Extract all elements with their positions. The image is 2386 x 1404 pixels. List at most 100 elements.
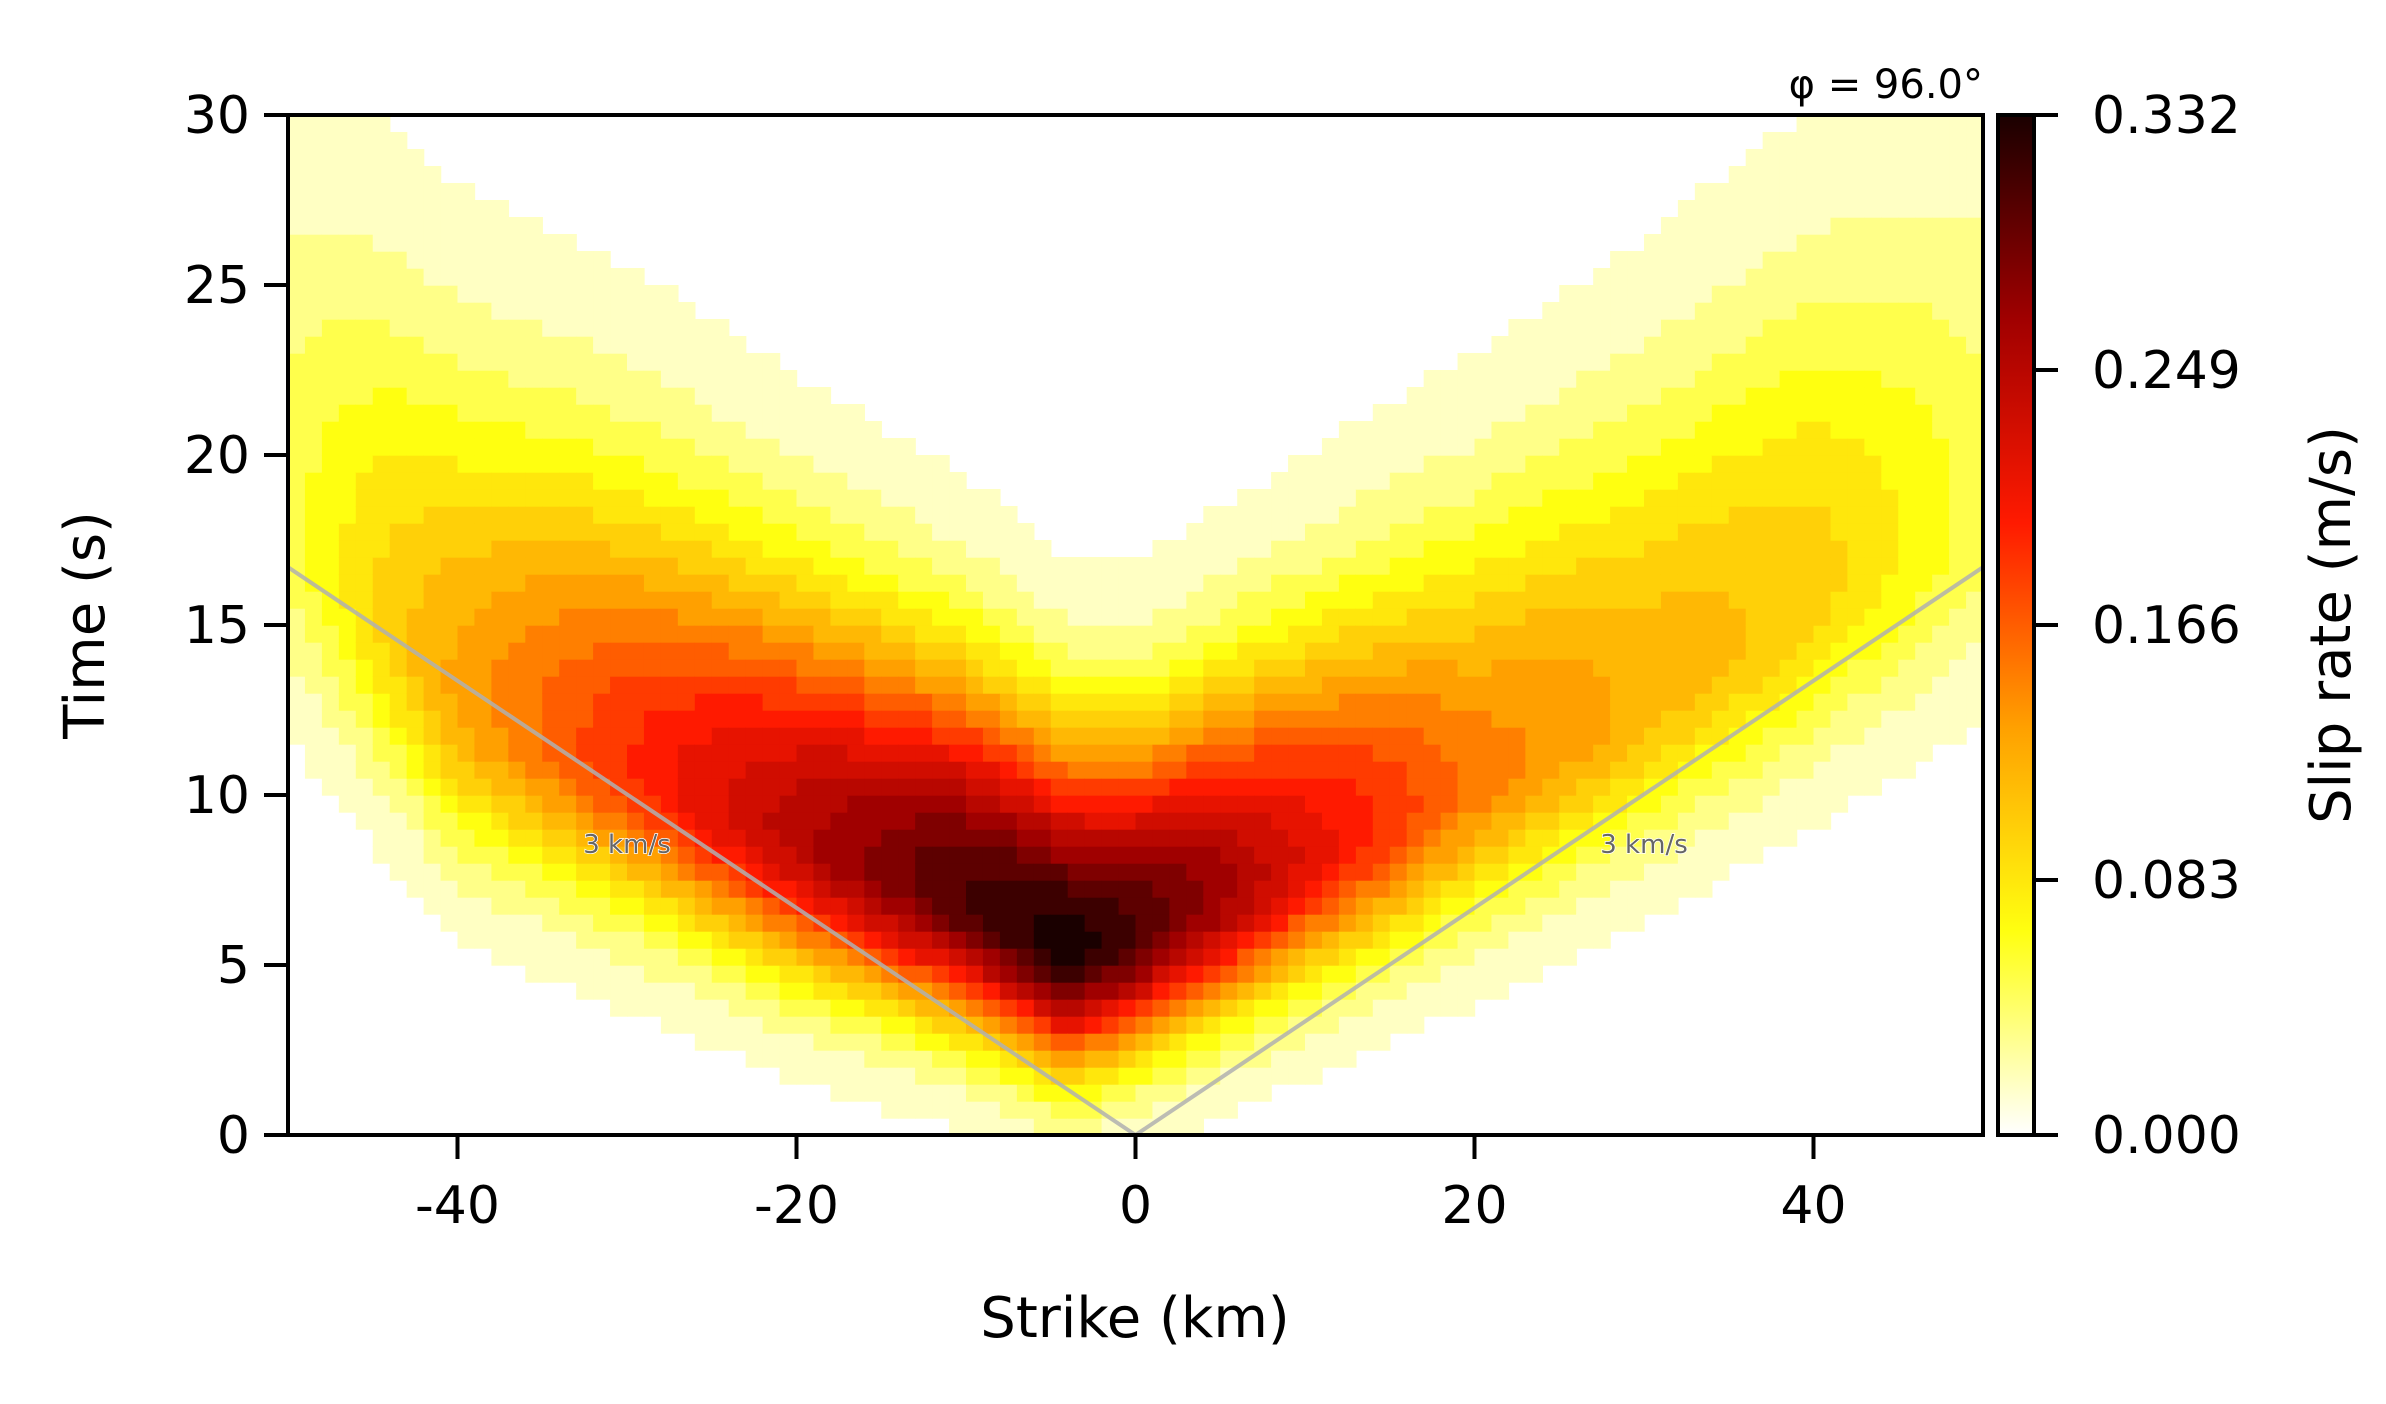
heatmap-cell: [762, 387, 781, 405]
x-tick-label: -20: [754, 1176, 839, 1236]
heatmap-cell: [1474, 795, 1493, 813]
heatmap-cell: [1288, 591, 1306, 609]
heatmap-cell: [881, 982, 899, 1000]
heatmap-cell: [1745, 251, 1764, 269]
heatmap-cell: [1593, 778, 1611, 796]
heatmap-cell: [1033, 608, 1052, 626]
heatmap-cell: [1372, 863, 1391, 881]
heatmap-cell: [288, 506, 306, 524]
heatmap-cell: [1881, 166, 1899, 184]
heatmap-cell: [1406, 965, 1425, 983]
heatmap-cell: [1220, 965, 1238, 983]
heatmap-cell: [1932, 659, 1950, 677]
heatmap-cell: [898, 1067, 916, 1085]
heatmap-cell: [660, 931, 679, 949]
heatmap-cell: [288, 693, 306, 711]
heatmap-cell: [1440, 557, 1459, 575]
heatmap-cell: [813, 965, 832, 983]
heatmap-cell: [1220, 642, 1238, 660]
heatmap-cell: [932, 1033, 950, 1051]
heatmap-cell: [1169, 608, 1188, 626]
heatmap-cell: [1644, 591, 1662, 609]
heatmap-cell: [949, 1067, 967, 1085]
heatmap-cell: [1576, 387, 1594, 405]
heatmap-cell: [1660, 557, 1679, 575]
heatmap-cell: [559, 880, 577, 898]
heatmap-cell: [1881, 353, 1899, 371]
heatmap-cell: [1338, 693, 1357, 711]
heatmap-cell: [1915, 659, 1933, 677]
heatmap-cell: [1067, 1118, 1086, 1135]
heatmap-cell: [1677, 268, 1696, 286]
heatmap-cell: [457, 863, 476, 881]
heatmap-cell: [1576, 914, 1594, 932]
heatmap-cell: [1915, 302, 1933, 320]
heatmap-cell: [1915, 540, 1933, 558]
heatmap-cell: [982, 659, 1001, 677]
heatmap-cell: [1813, 404, 1832, 422]
heatmap-cell: [881, 727, 899, 745]
heatmap-cell: [1677, 710, 1696, 728]
heatmap-cell: [1355, 914, 1374, 932]
heatmap-cell: [1288, 982, 1306, 1000]
heatmap-cell: [1203, 897, 1221, 915]
heatmap-cell: [982, 880, 1001, 898]
heatmap-cell: [457, 183, 476, 201]
heatmap-cell: [1372, 982, 1391, 1000]
heatmap-cell: [1728, 234, 1747, 252]
heatmap-cell: [1305, 455, 1323, 473]
heatmap-cell: [728, 404, 747, 422]
heatmap-cell: [1169, 880, 1188, 898]
heatmap-cell: [813, 1033, 832, 1051]
heatmap-cell: [830, 1016, 849, 1034]
heatmap-cell: [338, 710, 357, 728]
heatmap-cell: [304, 727, 323, 745]
heatmap-cell: [1813, 523, 1832, 541]
heatmap-cell: [1847, 166, 1866, 184]
heatmap-cell: [1762, 659, 1781, 677]
heatmap-cell: [1525, 676, 1543, 694]
heatmap-cell: [728, 795, 747, 813]
heatmap-cell: [610, 727, 628, 745]
heatmap-cell: [999, 506, 1018, 524]
heatmap-cell: [423, 676, 442, 694]
heatmap-cell: [745, 1033, 764, 1051]
heatmap-cell: [1745, 574, 1764, 592]
heatmap-cell: [1847, 506, 1866, 524]
heatmap-cell: [1406, 574, 1425, 592]
heatmap-cell: [406, 744, 425, 762]
heatmap-cell: [1694, 625, 1713, 643]
heatmap-cell: [474, 268, 493, 286]
heatmap-cell: [915, 931, 933, 949]
heatmap-cell: [881, 506, 899, 524]
heatmap-cell: [881, 1084, 899, 1102]
heatmap-cell: [745, 591, 764, 609]
heatmap-cell: [1016, 1118, 1035, 1135]
heatmap-cell: [1389, 914, 1408, 932]
heatmap-cell: [627, 948, 645, 966]
heatmap-cell: [847, 1033, 865, 1051]
heatmap-cell: [1830, 234, 1849, 252]
heatmap-cell: [1237, 727, 1255, 745]
heatmap-cell: [1525, 387, 1543, 405]
heatmap-cell: [321, 659, 340, 677]
heatmap-cell: [1440, 455, 1459, 473]
heatmap-cell: [304, 455, 323, 473]
heatmap-cell: [491, 336, 510, 354]
heatmap-cell: [389, 863, 408, 881]
heatmap-cell: [1949, 506, 1967, 524]
heatmap-cell: [898, 659, 916, 677]
heatmap-cell: [796, 608, 815, 626]
heatmap-cell: [966, 710, 984, 728]
heatmap-cell: [864, 693, 882, 711]
heatmap-cell: [1457, 438, 1476, 456]
heatmap-cell: [1593, 880, 1611, 898]
heatmap-cell: [762, 1016, 781, 1034]
heatmap-cell: [1660, 251, 1679, 269]
heatmap-cell: [355, 574, 374, 592]
heatmap-cell: [1321, 795, 1340, 813]
heatmap-cell: [1644, 761, 1662, 779]
heatmap-cell: [1762, 285, 1781, 303]
heatmap-cell: [1321, 676, 1340, 694]
heatmap-cell: [1881, 421, 1899, 439]
